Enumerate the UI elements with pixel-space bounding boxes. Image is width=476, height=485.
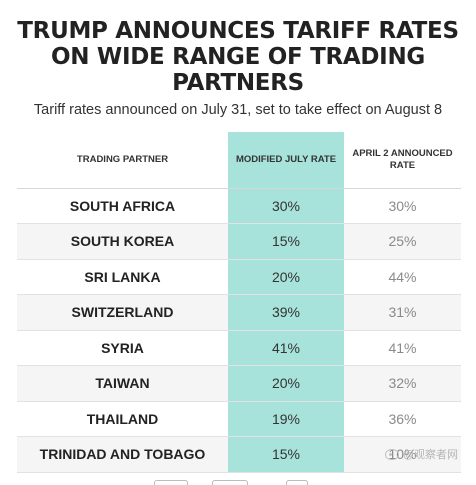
modified-rate-cell: 15% (228, 436, 344, 473)
partner-cell: SYRIA (17, 330, 228, 366)
column-header-partner: TRADING PARTNER (17, 132, 228, 189)
next-page-button[interactable] (286, 480, 308, 485)
table-body: SOUTH AFRICA 30% 30% SOUTH KOREA 15% 25% SRI L… (17, 188, 461, 473)
partner-cell: SOUTH KOREA (17, 223, 228, 260)
table-row: SWITZERLAND 39% 31% (17, 294, 461, 331)
pagination-controls (0, 480, 476, 485)
modified-rate-cell: 39% (228, 294, 344, 331)
table-row: THAILAND 19% 36% (17, 401, 461, 437)
partner-cell: TAIWAN (17, 365, 228, 402)
modified-rate-cell: 19% (228, 401, 344, 437)
partner-cell: SRI LANKA (17, 259, 228, 295)
modified-rate-cell: 20% (228, 259, 344, 295)
partner-cell: SWITZERLAND (17, 294, 228, 331)
april-rate-cell: 44% (344, 259, 461, 295)
table-row: SOUTH AFRICA 30% 30% (17, 188, 461, 224)
table-row: SRI LANKA 20% 44% (17, 259, 461, 295)
weibo-icon (384, 448, 399, 460)
table-row: SOUTH KOREA 15% 25% (17, 223, 461, 260)
april-rate-cell: 32% (344, 365, 461, 402)
modified-rate-cell: 15% (228, 223, 344, 260)
tariff-table: TRADING PARTNER MODIFIED JULY RATE APRIL… (17, 132, 461, 473)
column-header-april-rate: APRIL 2 ANNOUNCED RATE (344, 132, 461, 189)
april-rate-cell: 25% (344, 223, 461, 260)
partner-cell: TRINIDAD AND TOBAGO (17, 436, 228, 473)
previous-page-button[interactable] (154, 480, 188, 485)
partner-cell: SOUTH AFRICA (17, 188, 228, 224)
april-rate-cell: 36% (344, 401, 461, 437)
modified-rate-cell: 20% (228, 365, 344, 402)
partner-cell: THAILAND (17, 401, 228, 437)
current-page-indicator[interactable] (212, 480, 248, 485)
watermark-text: @观察者网 (402, 449, 458, 461)
april-rate-cell: 41% (344, 330, 461, 366)
page-title: TRUMP ANNOUNCES TARIFF RATES ON WIDE RAN… (17, 18, 459, 96)
column-header-modified-rate: MODIFIED JULY RATE (228, 132, 344, 189)
watermark: @观察者网 (384, 446, 458, 462)
modified-rate-cell: 41% (228, 330, 344, 366)
table-row: SYRIA 41% 41% (17, 330, 461, 366)
modified-rate-cell: 30% (228, 188, 344, 224)
april-rate-cell: 31% (344, 294, 461, 331)
april-rate-cell: 30% (344, 188, 461, 224)
page-subtitle: Tariff rates announced on July 31, set t… (33, 102, 443, 118)
table-row: TAIWAN 20% 32% (17, 365, 461, 402)
table-header: TRADING PARTNER MODIFIED JULY RATE APRIL… (17, 132, 461, 189)
